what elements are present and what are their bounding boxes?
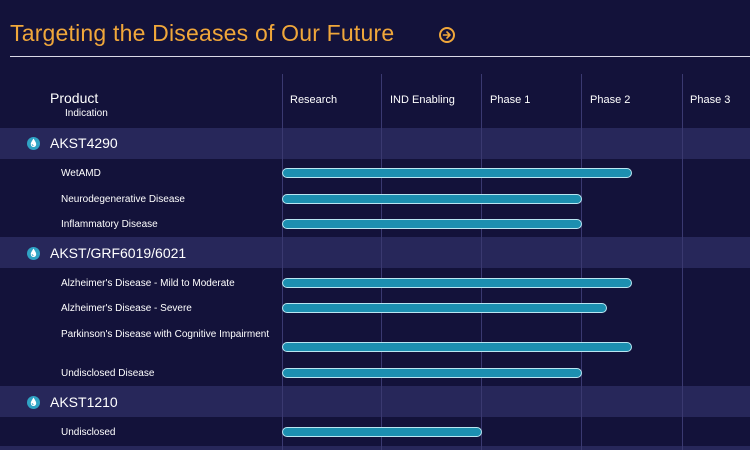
progress-bar xyxy=(282,342,632,352)
phase-header-phase-2: Phase 2 xyxy=(590,94,631,106)
progress-bar xyxy=(282,368,582,378)
indication-label: Undisclosed xyxy=(61,427,116,438)
phase-header-ind-enabling: IND Enabling xyxy=(390,94,455,106)
product-row-band xyxy=(0,386,750,417)
progress-bar xyxy=(282,303,607,313)
product-name: AKST1210 xyxy=(50,394,118,410)
product-name: AKST/GRF6019/6021 xyxy=(50,245,187,261)
indication-label: Parkinson's Disease with Cognitive Impai… xyxy=(61,329,270,340)
phase-gridline xyxy=(282,74,283,450)
phase-header-phase-1: Phase 1 xyxy=(490,94,531,106)
progress-bar xyxy=(282,194,582,204)
progress-bar xyxy=(282,219,582,229)
indication-label: Alzheimer's Disease - Mild to Moderate xyxy=(61,278,235,289)
droplet-icon xyxy=(27,137,40,150)
product-column-header: Product xyxy=(50,90,99,106)
product-row-band xyxy=(0,128,750,159)
page-header: Targeting the Diseases of Our Future xyxy=(0,0,750,58)
phase-header-research: Research xyxy=(290,94,338,106)
phase-gridline xyxy=(581,74,582,450)
product-name: AKST4290 xyxy=(50,135,118,151)
phase-header-phase-3: Phase 3 xyxy=(690,94,731,106)
droplet-icon xyxy=(27,247,40,260)
progress-bar xyxy=(282,168,632,178)
product-row-band xyxy=(0,446,750,450)
indication-label: WetAMD xyxy=(61,168,101,179)
indication-label: Undisclosed Disease xyxy=(61,368,155,379)
indication-column-header: Indication xyxy=(65,108,108,119)
phase-gridline xyxy=(682,74,683,450)
page-title: Targeting the Diseases of Our Future xyxy=(10,20,395,46)
indication-label: Inflammatory Disease xyxy=(61,219,158,230)
phase-gridline xyxy=(481,74,482,450)
title-divider xyxy=(10,56,750,57)
progress-bar xyxy=(282,278,632,288)
droplet-icon xyxy=(27,396,40,409)
phase-gridline xyxy=(381,74,382,450)
indication-label: Alzheimer's Disease - Severe xyxy=(61,303,192,314)
progress-bar xyxy=(282,427,482,437)
product-row-band xyxy=(0,237,750,268)
indication-label: Neurodegenerative Disease xyxy=(61,194,185,205)
arrow-circle-right-icon[interactable] xyxy=(439,27,455,43)
